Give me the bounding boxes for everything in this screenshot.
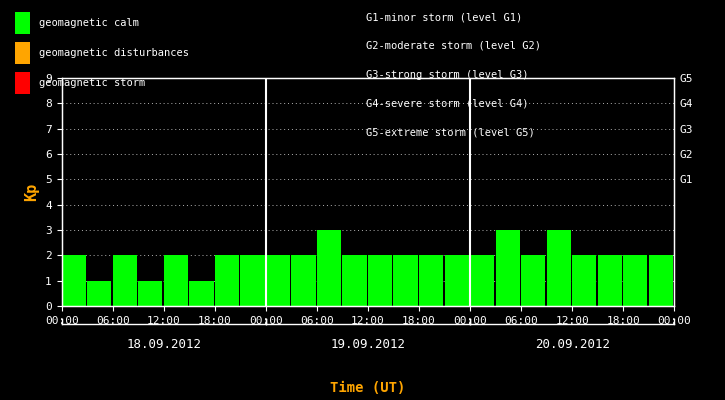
Bar bbox=[394, 255, 418, 306]
Text: G5-extreme storm (level G5): G5-extreme storm (level G5) bbox=[366, 127, 535, 137]
Text: geomagnetic disturbances: geomagnetic disturbances bbox=[39, 48, 189, 58]
Bar bbox=[368, 255, 392, 306]
Bar bbox=[419, 255, 443, 306]
Text: Time (UT): Time (UT) bbox=[331, 381, 405, 395]
Text: geomagnetic calm: geomagnetic calm bbox=[39, 18, 139, 28]
Bar bbox=[496, 230, 520, 306]
Text: 18.09.2012: 18.09.2012 bbox=[126, 338, 202, 350]
Bar bbox=[62, 255, 86, 306]
Bar bbox=[342, 255, 367, 306]
Bar bbox=[87, 281, 112, 306]
Bar bbox=[521, 255, 545, 306]
Bar bbox=[649, 255, 673, 306]
Text: G2-moderate storm (level G2): G2-moderate storm (level G2) bbox=[366, 41, 541, 51]
Bar bbox=[547, 230, 571, 306]
Text: G4-severe storm (level G4): G4-severe storm (level G4) bbox=[366, 98, 529, 108]
Text: G3-strong storm (level G3): G3-strong storm (level G3) bbox=[366, 70, 529, 80]
Bar bbox=[266, 255, 290, 306]
Bar bbox=[138, 281, 162, 306]
Bar bbox=[624, 255, 647, 306]
Text: G1-minor storm (level G1): G1-minor storm (level G1) bbox=[366, 12, 523, 22]
Bar bbox=[112, 255, 137, 306]
Bar bbox=[240, 255, 265, 306]
Bar bbox=[572, 255, 597, 306]
Bar bbox=[597, 255, 622, 306]
Bar bbox=[291, 255, 315, 306]
Y-axis label: Kp: Kp bbox=[25, 183, 40, 201]
Bar bbox=[164, 255, 188, 306]
Text: 19.09.2012: 19.09.2012 bbox=[331, 338, 405, 350]
Text: 20.09.2012: 20.09.2012 bbox=[534, 338, 610, 350]
Bar bbox=[215, 255, 239, 306]
Bar bbox=[470, 255, 494, 306]
Bar bbox=[189, 281, 213, 306]
Bar bbox=[317, 230, 341, 306]
Text: geomagnetic storm: geomagnetic storm bbox=[39, 78, 146, 88]
Bar bbox=[444, 255, 469, 306]
